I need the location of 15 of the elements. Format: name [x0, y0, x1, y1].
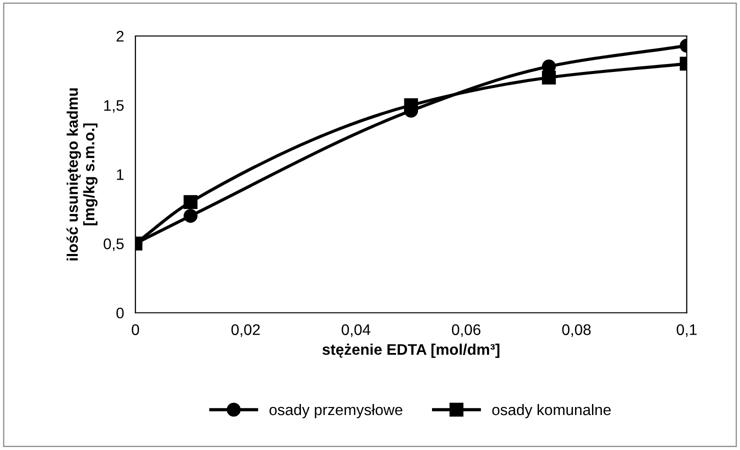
x-tick-label: 0: [132, 324, 140, 336]
x-tick-label: 0,1: [676, 324, 697, 337]
x-tick-label: 0,02: [231, 324, 260, 337]
y-tick-label: 0: [116, 308, 124, 318]
y-tick-label: 2: [116, 30, 124, 42]
y-tick-label: 1,5: [104, 100, 124, 113]
x-tick-label: 0,06: [452, 324, 480, 337]
y-axis-title: ilość usuniętego kadmu [mg/kg s.m.o.]: [66, 88, 98, 260]
y-tick-label: 1: [116, 169, 124, 180]
x-tick-label: 0,04: [342, 324, 370, 337]
x-axis-title: stężenie EDTA [mol/dm³]: [322, 344, 500, 358]
legend-label: osady komunalne: [492, 404, 611, 418]
y-tick-label: 0,5: [104, 238, 124, 252]
x-tick-label: 0,08: [562, 324, 591, 337]
legend-label: osady przemysłowe: [269, 404, 402, 418]
